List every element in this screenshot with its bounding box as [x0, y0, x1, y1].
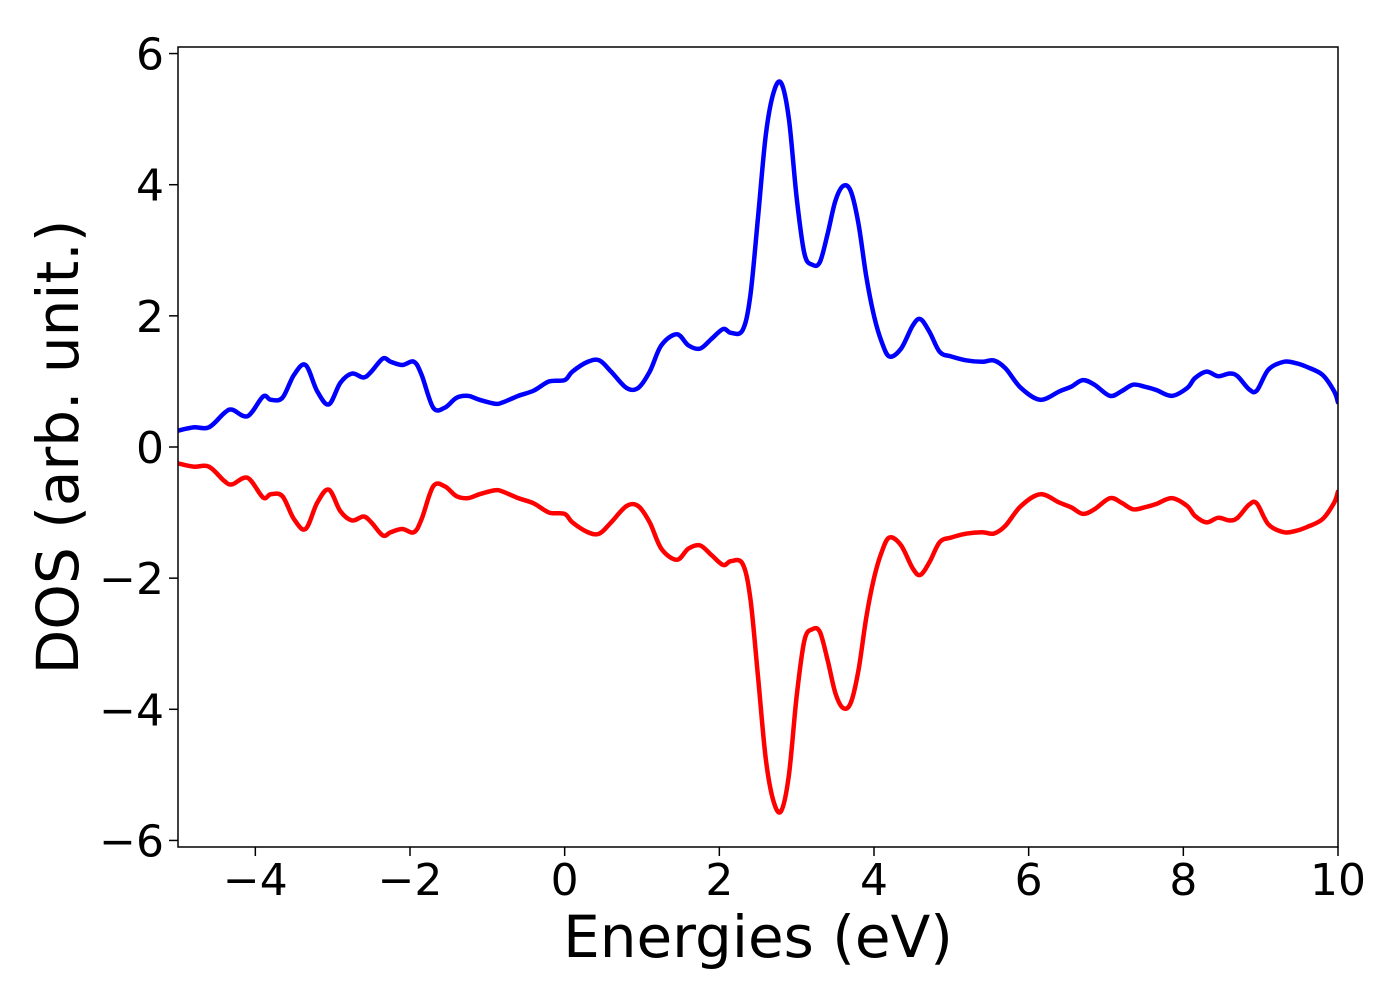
- plot-frame: [177, 46, 1339, 848]
- dos-spin-down-line: [178, 461, 1338, 815]
- y-axis: −6 −4 −2 0 2 4 6: [99, 30, 178, 867]
- x-axis-title: Energies (eV): [563, 903, 953, 971]
- dos-spin-up-line: [178, 79, 1338, 433]
- x-tick-label: 2: [705, 855, 733, 906]
- y-tick-label: −6: [99, 816, 164, 867]
- x-tick-label: 10: [1310, 855, 1366, 906]
- y-tick-label: −4: [99, 685, 164, 736]
- x-tick-label: 8: [1169, 855, 1197, 906]
- x-tick-label: 0: [551, 855, 579, 906]
- y-tick-label: −2: [99, 554, 164, 605]
- y-tick-label: 2: [136, 292, 164, 343]
- x-tick-label: −4: [223, 855, 288, 906]
- x-tick-label: 6: [1015, 855, 1043, 906]
- x-tick-label: −2: [378, 855, 443, 906]
- y-tick-label: 6: [136, 30, 164, 81]
- y-axis-title: DOS (arb. unit.): [24, 220, 92, 675]
- x-tick-label: 4: [860, 855, 888, 906]
- y-tick-label: 0: [136, 423, 164, 474]
- x-axis: −4 −2 0 2 4 6 8 10: [223, 847, 1366, 906]
- y-tick-label: 4: [136, 161, 164, 212]
